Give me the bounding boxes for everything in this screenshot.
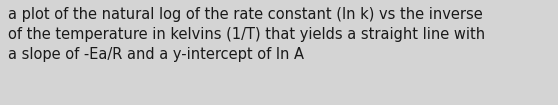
Text: a plot of the natural log of the rate constant (ln k) vs the inverse
of the temp: a plot of the natural log of the rate co… <box>8 7 485 62</box>
